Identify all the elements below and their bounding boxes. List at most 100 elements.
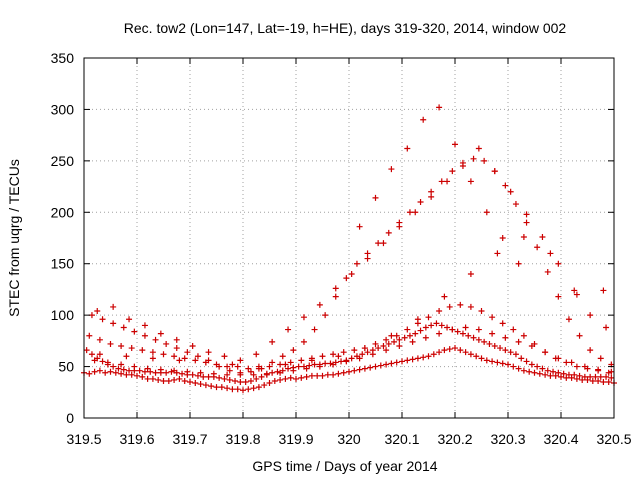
data-point — [205, 349, 212, 356]
data-point — [221, 353, 228, 360]
data-point — [420, 354, 427, 361]
data-point — [247, 377, 254, 384]
y-tick-label: 300 — [51, 101, 75, 117]
data-point — [409, 356, 416, 363]
data-point — [335, 353, 342, 360]
data-point — [555, 260, 562, 267]
data-point — [512, 351, 519, 358]
data-point — [160, 377, 167, 384]
data-point — [128, 371, 135, 378]
data-point — [255, 384, 262, 391]
data-point — [126, 316, 133, 323]
data-point — [475, 336, 482, 343]
data-point — [194, 372, 201, 379]
data-point — [401, 334, 408, 341]
data-point — [364, 250, 371, 257]
data-point — [224, 363, 231, 370]
data-point — [131, 363, 138, 370]
data-point — [396, 336, 403, 343]
data-point — [544, 268, 551, 275]
data-point — [237, 379, 244, 385]
data-point — [269, 369, 276, 376]
data-point — [473, 353, 480, 360]
data-point — [459, 163, 466, 169]
chart-title: Rec. tow2 (Lon=147, Lat=-19, h=HE), days… — [124, 20, 567, 36]
data-point — [131, 328, 138, 335]
data-point — [547, 372, 554, 379]
data-point — [494, 359, 501, 366]
data-point — [197, 369, 204, 376]
data-point — [568, 374, 575, 381]
data-point — [475, 326, 482, 333]
x-tick-label: 320.5 — [596, 431, 631, 447]
data-point — [245, 386, 252, 393]
y-tick-label: 150 — [51, 256, 75, 272]
data-point — [253, 375, 260, 382]
x-tick-label: 319.6 — [119, 431, 154, 447]
data-point — [356, 355, 363, 362]
data-point — [499, 320, 506, 327]
data-point — [372, 363, 379, 370]
data-point — [319, 353, 326, 360]
data-point — [266, 363, 273, 370]
data-point — [319, 372, 326, 379]
data-point — [314, 372, 321, 379]
data-point — [96, 351, 103, 358]
data-point — [565, 371, 572, 378]
data-point — [597, 373, 604, 380]
data-point — [120, 324, 127, 331]
data-point — [499, 235, 506, 241]
y-tick-labels: 0 50 100 150 200 250 300 350 — [51, 50, 75, 426]
data-point — [338, 358, 345, 365]
data-point — [539, 365, 546, 372]
x-tick-label: 319.7 — [172, 431, 207, 447]
data-point — [531, 369, 538, 376]
data-point — [515, 365, 522, 372]
data-point — [465, 332, 472, 339]
data-point — [425, 314, 432, 321]
data-point — [505, 361, 511, 368]
data-point — [144, 375, 151, 382]
data-point — [388, 360, 395, 367]
data-point — [295, 363, 302, 370]
data-point — [316, 301, 323, 308]
data-point — [308, 372, 315, 379]
x-tick-label: 319.5 — [66, 431, 101, 447]
data-point — [446, 303, 453, 310]
data-point — [255, 363, 262, 370]
data-point — [285, 365, 292, 372]
data-point — [433, 320, 440, 327]
data-point — [592, 373, 599, 380]
data-point — [555, 355, 562, 362]
data-point — [335, 370, 342, 377]
data-point — [300, 338, 307, 345]
data-point — [388, 332, 395, 339]
data-point — [383, 336, 390, 343]
data-point — [470, 155, 477, 162]
data-point — [579, 376, 586, 383]
data-point — [420, 116, 427, 123]
data-point — [176, 357, 183, 364]
data-point — [340, 369, 347, 376]
data-point — [160, 351, 167, 358]
data-point — [229, 361, 236, 368]
data-point — [576, 372, 583, 379]
data-point — [83, 347, 90, 354]
data-point — [226, 376, 233, 383]
data-point — [118, 361, 125, 368]
data-point — [216, 374, 223, 381]
data-point — [359, 351, 366, 358]
data-point — [406, 209, 413, 216]
data-point — [245, 365, 252, 372]
data-point — [515, 260, 522, 267]
data-point — [507, 349, 514, 356]
data-point — [298, 357, 305, 364]
data-point — [436, 349, 443, 356]
data-point — [417, 327, 424, 334]
data-point — [306, 362, 313, 369]
data-point — [266, 380, 273, 387]
data-point — [282, 361, 289, 368]
data-point — [597, 355, 604, 362]
data-point — [107, 340, 114, 347]
